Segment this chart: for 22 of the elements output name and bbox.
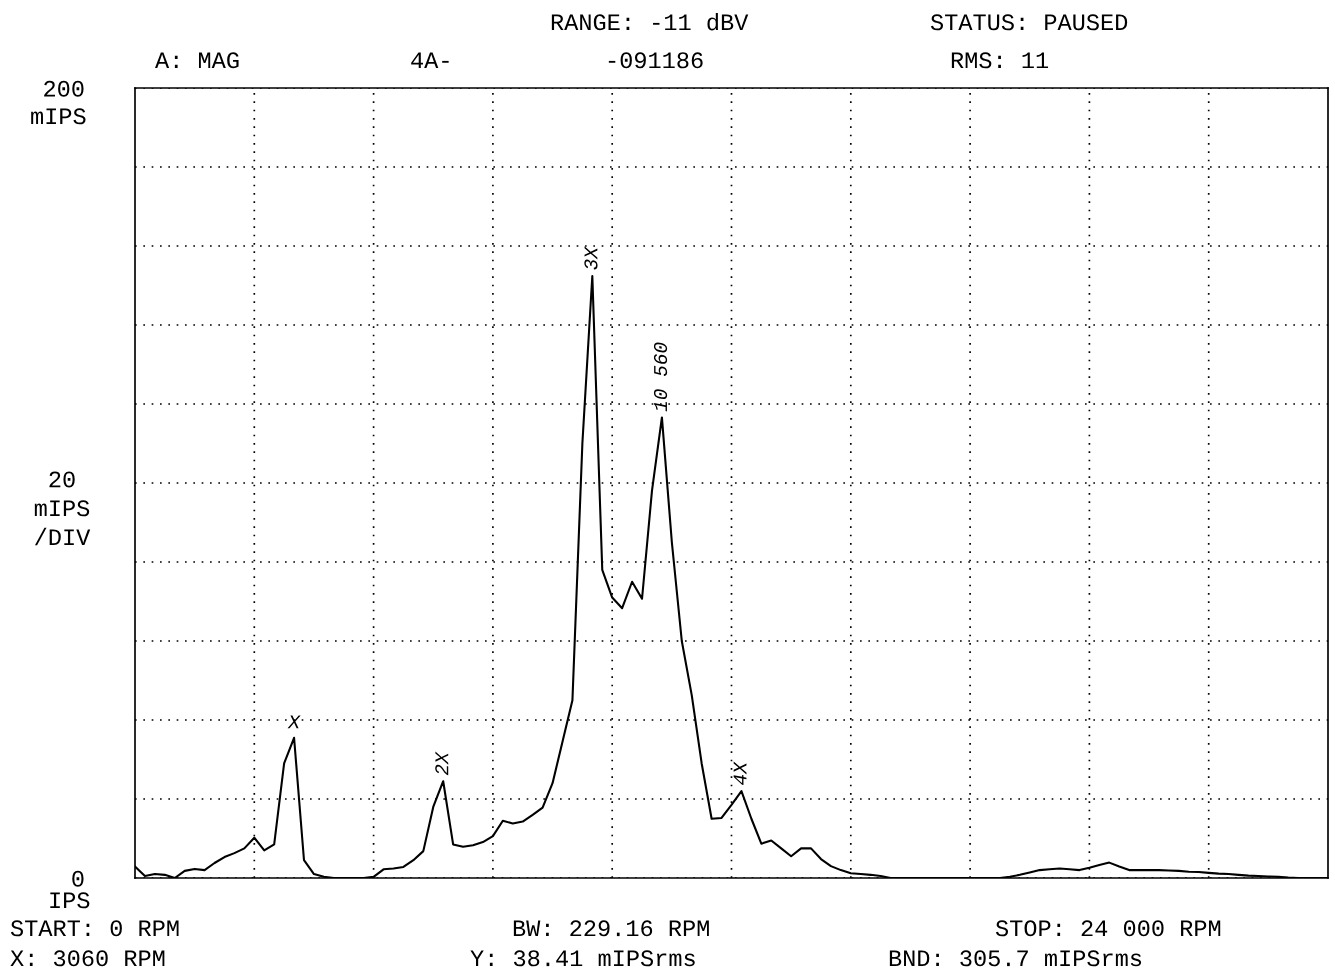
text: RANGE: -11 dBV [551,13,749,31]
y-tick-label: 0 [72,870,84,887]
y-axis-title: 20 mIPS /DIV [34,471,91,546]
text: 4A- [411,52,449,69]
annotation: X [287,715,301,729]
annotation: 10 560 [653,342,668,412]
annotation: 3X [584,246,598,270]
text: mIPS [31,108,86,125]
text: A: MAG [155,52,239,69]
text: X: 3060 RPM [10,950,165,967]
annotation: 2X [435,751,449,776]
text: -091186 [608,52,703,69]
text: STATUS: PAUSED [930,14,1128,31]
text: IPS [50,892,90,909]
text: START: 0 RPM [10,920,179,937]
y-tick-label: 200 [44,80,84,97]
annotation: 4X [733,761,747,785]
text: BND: 305.7 mIPSrms [889,950,1142,967]
text: Y: 38.41 mIPSrms [470,950,695,967]
text: BW: 229.16 RPM [513,920,709,937]
text: STOP: 24 000 RPM [995,920,1221,937]
text: RMS: 11 [951,52,1049,69]
